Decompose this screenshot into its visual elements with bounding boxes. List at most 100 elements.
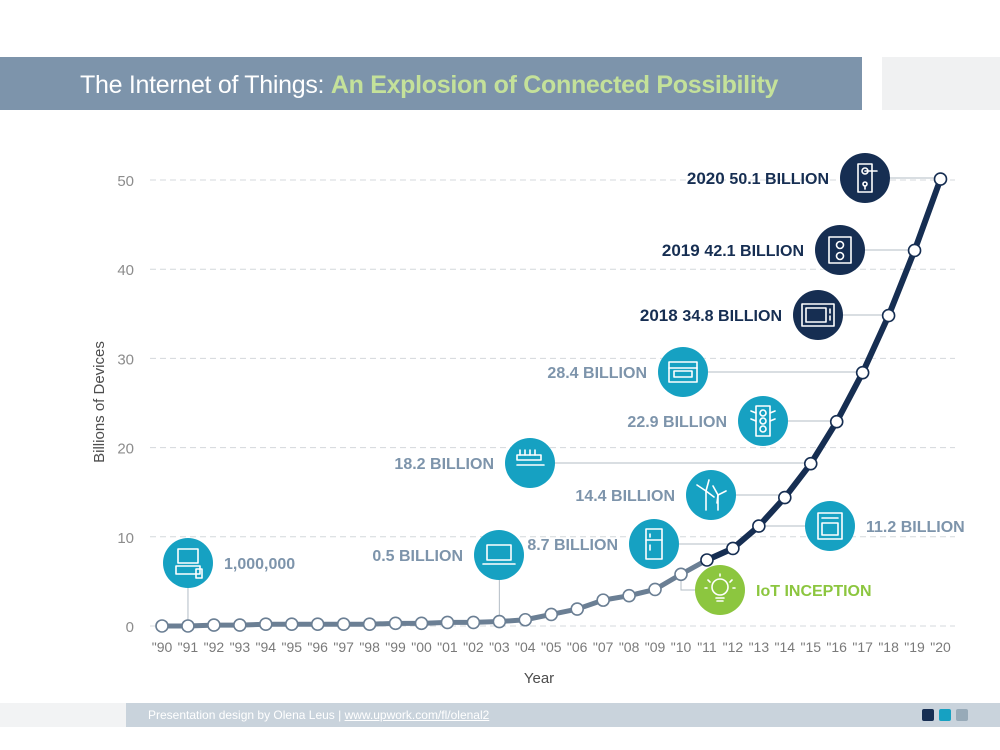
- data-point: [284, 617, 299, 632]
- data-point: [933, 172, 948, 186]
- visor: [769, 410, 776, 414]
- ray: [729, 579, 733, 583]
- blade: [712, 485, 719, 496]
- annotation-value: 34.8 BILLION: [682, 308, 782, 325]
- x-tick-label: "13: [749, 639, 770, 655]
- lightbulb-icon: [704, 573, 736, 602]
- annotation-value: 18.2 BILLION: [394, 456, 494, 473]
- x-tick-label: "01: [437, 639, 458, 655]
- wind-turbine-icon: [696, 479, 727, 511]
- series-line-segment: [833, 369, 866, 425]
- door-lock-icon: [857, 163, 878, 193]
- x-tick-label: "93: [230, 639, 251, 655]
- annotation-label: IoT INCEPTION: [756, 583, 872, 600]
- x-tick-label: "10: [671, 639, 692, 655]
- data-point: [881, 308, 896, 323]
- iot-growth-chart: 0 10 20 30 40 50 Billions of Devices Year "90 "91…: [91, 153, 965, 687]
- lamp: [759, 409, 767, 417]
- dishwasher-icon: [668, 361, 698, 383]
- x-tick-label: "09: [645, 639, 666, 655]
- x-tick-label: "12: [723, 639, 744, 655]
- nav-square-2[interactable]: [939, 709, 951, 721]
- annotation-traffic-light: 22.9 BILLION: [627, 396, 837, 446]
- x-tick-label: "04: [515, 639, 536, 655]
- visor: [750, 410, 757, 414]
- nav-square-3[interactable]: [956, 709, 968, 721]
- x-tick-label: "92: [204, 639, 225, 655]
- x-tick-label: "11: [697, 639, 717, 655]
- rack: [673, 370, 693, 378]
- annotation-value: 11.2 BILLION: [866, 519, 965, 536]
- data-point: [181, 619, 195, 633]
- computer-icon: [175, 548, 203, 579]
- annotation-computer: 1,000,000: [163, 538, 295, 626]
- y-tick-label: 0: [126, 619, 134, 636]
- data-point: [492, 614, 507, 629]
- x-tick-label: "95: [281, 639, 302, 655]
- blade: [705, 479, 710, 492]
- monitor: [177, 548, 199, 564]
- data-point: [622, 588, 636, 603]
- lamp: [759, 417, 767, 425]
- x-tick-label: "20: [930, 639, 951, 655]
- footer-link[interactable]: www.upwork.com/fl/olenal2: [344, 708, 490, 722]
- data-point: [700, 553, 714, 567]
- data-point: [310, 617, 325, 632]
- window: [805, 307, 827, 323]
- annotation-door-lock: 2020 50.1 BILLION: [687, 153, 941, 203]
- annotation-oven: 11.2 BILLION: [758, 501, 965, 551]
- oven-icon: [817, 512, 843, 540]
- annotation-label: 0.5 BILLION: [372, 548, 463, 565]
- keyboard: [175, 565, 201, 575]
- annotation-label: 22.9 BILLION: [627, 414, 727, 431]
- y-tick-label: 50: [117, 173, 134, 190]
- title-accent: An Explosion of Connected Possibility: [330, 71, 779, 99]
- fridge-icon: [645, 528, 663, 560]
- x-tick-label: "03: [489, 639, 510, 655]
- annotation-icon-badge: [505, 438, 555, 488]
- laptop-icon: [482, 544, 516, 565]
- socket: [835, 251, 845, 261]
- annotation-label: 14.4 BILLION: [575, 488, 675, 505]
- data-point: [155, 619, 169, 633]
- blade: [716, 494, 719, 504]
- data-point: [752, 519, 766, 533]
- blade: [696, 484, 707, 492]
- annotation-value: 50.1 BILLION: [729, 171, 829, 188]
- x-tick-label: "05: [541, 639, 562, 655]
- x-tick-label: "16: [826, 639, 847, 655]
- body: [817, 512, 843, 540]
- title-side-box: [882, 57, 1000, 110]
- data-point: [258, 617, 273, 632]
- title-prefix: The Internet of Things:: [80, 71, 331, 99]
- annotation-label: 2020 50.1 BILLION: [687, 169, 829, 188]
- series-line-segment: [859, 312, 892, 376]
- x-tick-label: "98: [359, 639, 380, 655]
- x-tick-label: "99: [385, 639, 406, 655]
- y-tick-label: 20: [117, 441, 134, 458]
- head: [516, 454, 542, 461]
- power-outlet-icon: [828, 236, 852, 264]
- x-tick-label: "02: [463, 639, 484, 655]
- data-point: [777, 490, 792, 505]
- x-tick-label: "08: [619, 639, 640, 655]
- annotation-microwave: 2018 34.8 BILLION: [640, 290, 889, 340]
- series-line-segment: [781, 460, 814, 501]
- x-tick-label: "14: [775, 639, 796, 655]
- annotation-wind-turbine: 14.4 BILLION: [575, 470, 786, 520]
- visor: [750, 418, 757, 422]
- data-point: [362, 617, 377, 632]
- data-point: [570, 602, 585, 616]
- annotation-icon-badge: [629, 519, 679, 569]
- mouse: [195, 568, 203, 579]
- body: [668, 361, 698, 383]
- x-tick-label: "94: [256, 639, 277, 655]
- footer-credit: Presentation design by Olena Leus | www.…: [148, 708, 489, 722]
- x-axis-title: Year: [524, 670, 554, 687]
- nav-square-1[interactable]: [922, 709, 934, 721]
- data-point: [674, 567, 688, 582]
- toothbrush-icon: [516, 449, 545, 466]
- annotation-fridge: 8.7 BILLION: [527, 519, 734, 569]
- data-point: [726, 541, 740, 556]
- data-point: [336, 617, 351, 632]
